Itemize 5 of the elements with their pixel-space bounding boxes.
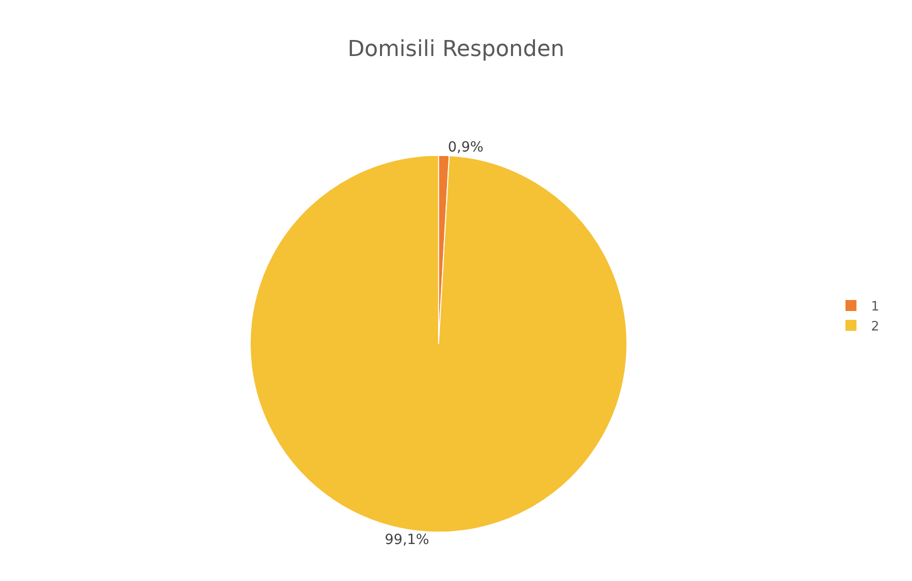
data-label: 0,9% bbox=[448, 139, 484, 156]
legend-label: 1 bbox=[870, 300, 880, 315]
chart-title: Domisili Responden bbox=[348, 37, 564, 62]
data-label: 99,1% bbox=[384, 532, 430, 548]
legend-label: 2 bbox=[870, 319, 880, 334]
